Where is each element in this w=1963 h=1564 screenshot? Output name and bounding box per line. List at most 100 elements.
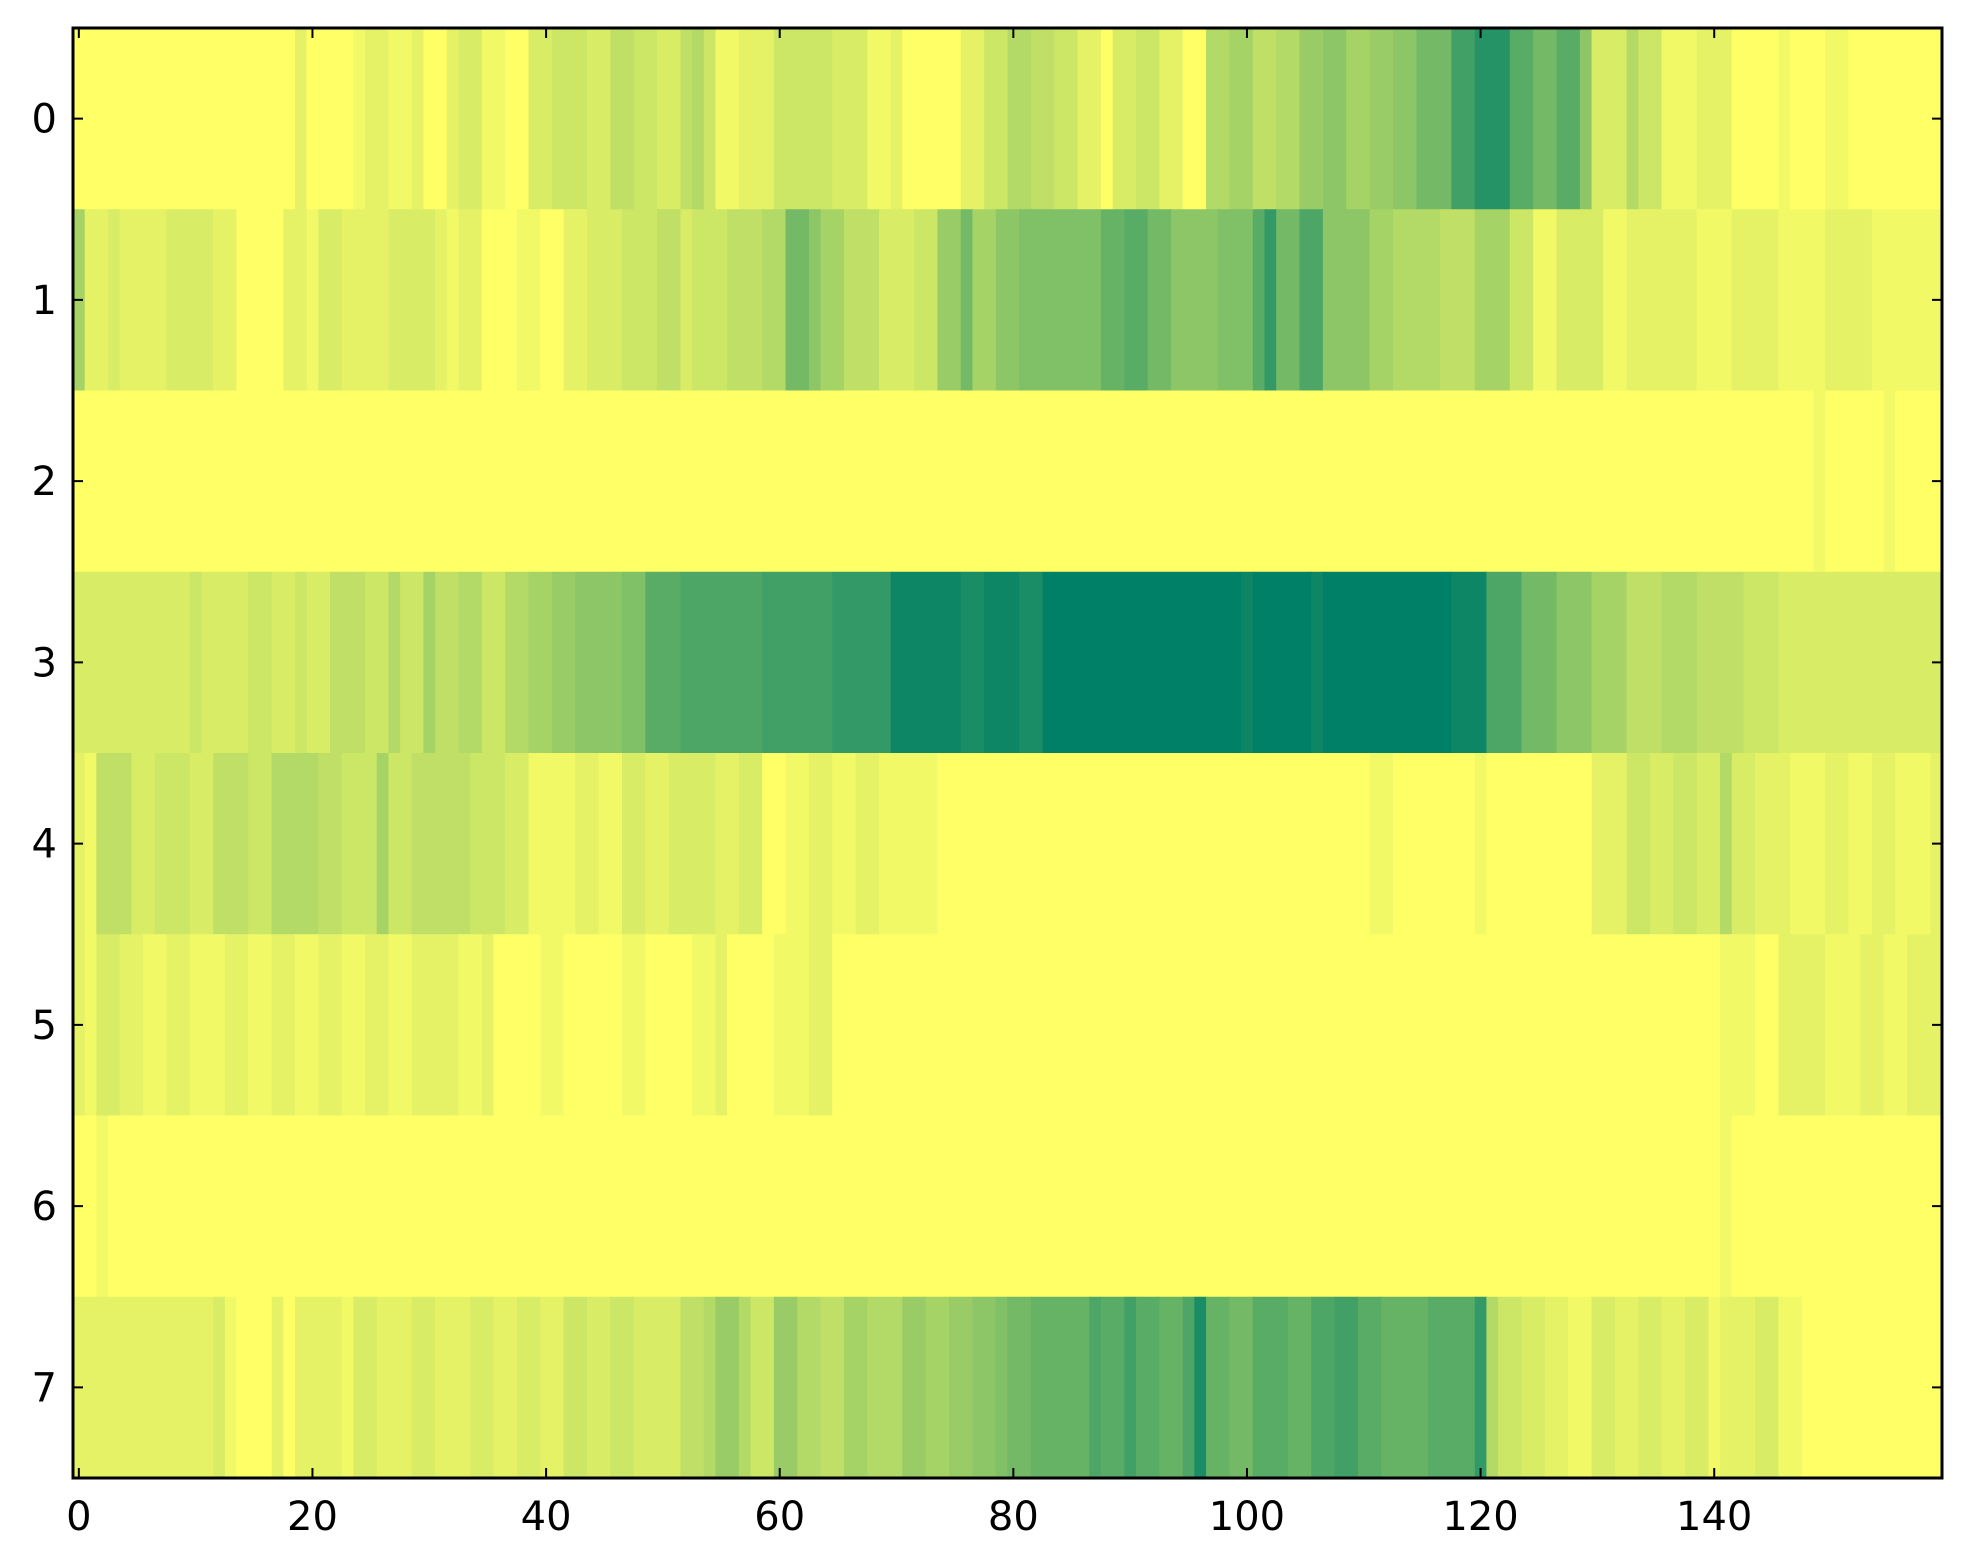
heatmap-cell [318,934,343,1116]
heatmap-cell [236,1296,273,1479]
heatmap-cell [470,1296,495,1479]
heatmap-cell [610,1296,635,1479]
heatmap-cell [1474,209,1511,391]
heatmap-cell [633,28,658,210]
heatmap-cell [1135,1296,1160,1479]
heatmap-cell [808,934,833,1116]
heatmap-cell [1252,28,1277,210]
heatmap-cell [575,753,600,935]
heatmap-cell [960,28,985,210]
heatmap-cell [1287,1296,1312,1479]
heatmap-cell [843,209,880,391]
heatmap-cell [750,1296,775,1479]
heatmap-cell [1591,571,1628,754]
heatmap-cell [1731,28,1780,210]
heatmap-cell [306,571,331,754]
heatmap-cell [1486,571,1523,754]
heatmap-cell [481,934,495,1116]
heatmap-cell [201,571,249,754]
heatmap-cell [1755,934,1780,1116]
heatmap-cell [972,1296,997,1479]
heatmap-cell [1299,28,1324,210]
heatmap-cell [1848,28,1943,210]
heatmap-cell [1743,571,1780,754]
heatmap-cell [1252,209,1266,391]
heatmap-cell [1474,28,1511,210]
heatmap-cell [376,753,389,935]
heatmap-cell [645,934,693,1116]
heatmap-cell [1229,28,1254,210]
heatmap-cell [1731,753,1756,935]
heatmap-cell [1813,390,1826,573]
heatmap-cell [1825,753,1850,935]
y-tick-label: 4 [32,822,57,868]
heatmap-cell [236,209,284,391]
heatmap-cell [1778,571,1943,754]
heatmap-cell [271,753,319,935]
heatmap-cell [96,934,121,1116]
heatmap-cell [306,28,354,210]
heatmap-cell [902,28,962,210]
heatmap-cell [411,1296,436,1479]
heatmap-cell [1100,1296,1125,1479]
y-tick-label: 0 [32,97,57,143]
heatmap-cell [1825,28,1850,210]
heatmap-cell [1451,28,1476,210]
heatmap-cell [341,934,366,1116]
heatmap-cell [493,1296,518,1479]
y-axis-tick-labels: 0 1 2 3 4 5 6 7 [32,97,57,1412]
heatmap-cell [1206,1296,1231,1479]
y-tick-label: 6 [32,1184,57,1230]
heatmap-cell [411,753,471,935]
heatmap-cell [1626,571,1663,754]
heatmap-cell [773,1296,798,1479]
heatmap-cell [1778,28,1791,210]
heatmap-cell [341,209,389,391]
x-tick-label: 120 [1442,1494,1518,1540]
heatmap-cell [318,209,343,391]
heatmap-cell [108,1115,1721,1298]
heatmap-cell [423,28,448,210]
heatmap-cell [680,28,693,210]
heatmap-cell [435,209,448,391]
heatmap-cell [692,209,728,391]
heatmap-cell [563,934,623,1116]
heatmap-cell [505,753,530,935]
heatmap-cell [213,209,238,391]
heatmap-cell [622,934,646,1116]
heatmap-cell [1392,28,1417,210]
heatmap-cell [154,753,191,935]
heatmap-cell [808,209,822,391]
heatmap-cell [622,209,658,391]
x-tick-label: 100 [1209,1494,1285,1540]
heatmap-cell [166,209,214,391]
heatmap-cell [668,753,717,935]
heatmap-cell [73,390,1815,573]
heatmap-cell [586,28,611,210]
heatmap-cell [1369,209,1394,391]
heatmap-cell [213,753,249,935]
heatmap-cell [1007,28,1032,210]
heatmap-cell [1533,209,1558,391]
heatmap-cell [1871,753,1896,935]
heatmap-cell [248,571,273,754]
heatmap-cell [388,209,436,391]
heatmap-cell [189,571,203,754]
heatmap-cell [1685,1296,1709,1479]
heatmap-cell [213,1296,226,1479]
heatmap-cell [446,209,460,391]
heatmap-cell [1720,934,1756,1116]
heatmap-cell [271,571,296,754]
heatmap-cell [1778,209,1826,391]
heatmap-cell [1112,28,1137,210]
heatmap-cell [376,1296,413,1479]
heatmap-cell [1311,571,1324,754]
x-tick-label: 140 [1676,1494,1752,1540]
heatmap-cell [879,209,915,391]
heatmap-cell [1346,28,1371,210]
plot-frame [71,26,1944,1480]
heatmap-cell [1696,571,1745,754]
heatmap-cell [1322,571,1452,754]
heatmap-cell [1708,1296,1721,1479]
